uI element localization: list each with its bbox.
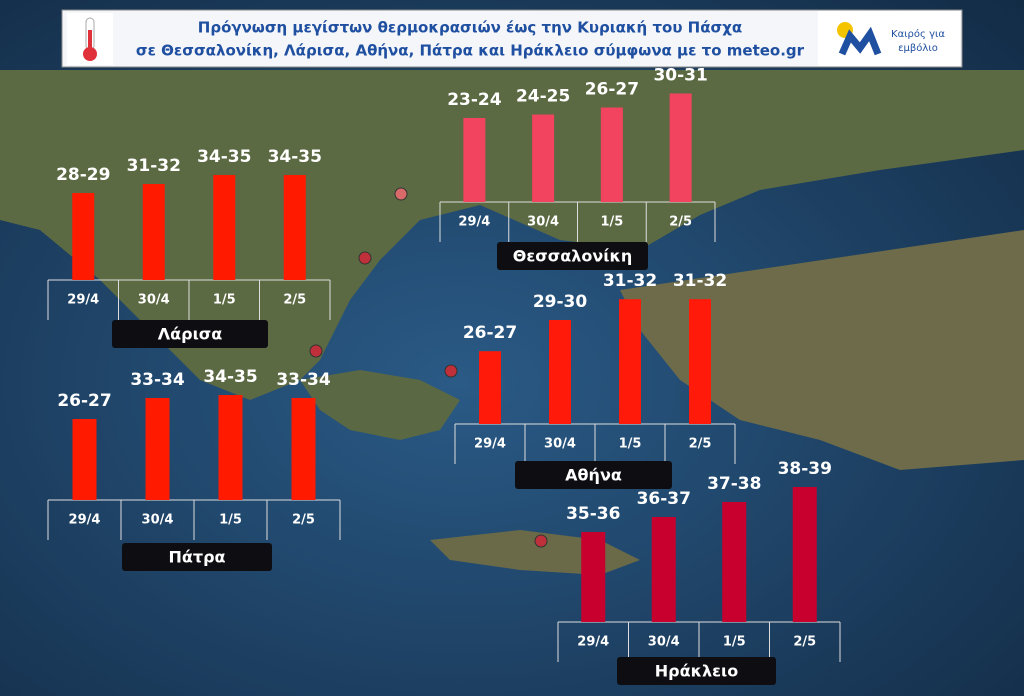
x-tick-label: 1/5: [219, 513, 242, 528]
logo-text: εμβόλιο: [898, 42, 938, 54]
bar: [213, 175, 236, 280]
x-tick-label: 30/4: [527, 215, 559, 230]
x-tick-label: 30/4: [138, 293, 170, 308]
bar: [669, 93, 692, 202]
value-label: 26-27: [57, 391, 111, 411]
bar: [72, 419, 97, 500]
x-tick-label: 30/4: [142, 513, 174, 528]
bar: [549, 320, 571, 424]
value-label: 30-31: [653, 66, 707, 86]
x-tick-label: 29/4: [69, 513, 101, 528]
value-label: 37-38: [707, 474, 761, 494]
city-label-box: [617, 657, 776, 685]
thermometer-bulb: [83, 47, 97, 61]
land-north: [0, 70, 1024, 400]
bar: [291, 398, 316, 500]
value-label: 33-34: [130, 370, 185, 390]
city-label-box: [112, 320, 268, 348]
bar: [581, 532, 606, 622]
x-tick-label: 1/5: [619, 437, 642, 452]
value-label: 29-30: [533, 292, 588, 312]
land-anatolia: [620, 230, 1024, 470]
value-label: 36-37: [637, 489, 691, 509]
x-tick-label: 2/5: [689, 437, 712, 452]
value-label: 23-24: [447, 90, 502, 110]
value-label: 38-39: [778, 459, 832, 479]
header-box: [61, 9, 963, 68]
city-label: Αθήνα: [565, 466, 622, 485]
bar: [72, 193, 95, 280]
header-title: σε Θεσσαλονίκη, Λάρισα, Αθήνα, Πάτρα και…: [136, 42, 805, 60]
city-label: Ηράκλειο: [655, 662, 738, 681]
header-title: Πρόγνωση μεγίστων θερμοκρασιών έως την Κ…: [198, 19, 742, 37]
logo-box: [818, 11, 960, 66]
city-dot: [444, 364, 458, 378]
x-tick-label: 2/5: [669, 215, 692, 230]
bar: [689, 299, 711, 424]
city-label-box: [122, 543, 272, 571]
city-dot: [394, 187, 408, 201]
city-label: Θεσσαλονίκη: [513, 247, 632, 266]
city-dot: [534, 534, 548, 548]
value-label: 34-35: [197, 147, 251, 167]
city-dots: [309, 187, 548, 548]
bar: [722, 502, 747, 622]
bar: [463, 118, 486, 202]
x-tick-label: 1/5: [723, 635, 746, 650]
land-peloponnese: [300, 370, 460, 440]
x-tick-label: 2/5: [283, 293, 306, 308]
value-label: 24-25: [516, 87, 570, 107]
x-tick-label: 1/5: [213, 293, 236, 308]
x-tick-label: 29/4: [458, 215, 490, 230]
logo-text: Καιρός για: [891, 28, 945, 40]
x-tick-label: 2/5: [793, 635, 816, 650]
x-tick-label: 2/5: [292, 513, 315, 528]
x-tick-label: 30/4: [544, 437, 576, 452]
value-label: 26-27: [585, 80, 639, 100]
value-label: 35-36: [566, 504, 620, 524]
bar: [792, 487, 817, 622]
value-label: 31-32: [603, 271, 657, 291]
city-dot: [309, 344, 323, 358]
bar: [283, 175, 306, 280]
bar: [651, 517, 676, 622]
x-tick-label: 30/4: [648, 635, 680, 650]
logo-mark: [838, 26, 882, 56]
value-label: 31-32: [673, 271, 727, 291]
bar: [145, 398, 170, 500]
bar: [619, 299, 641, 424]
value-label: 26-27: [463, 323, 517, 343]
bar: [142, 184, 165, 280]
city-dot: [358, 251, 372, 265]
x-tick-label: 29/4: [577, 635, 609, 650]
bar: [532, 114, 555, 202]
city-label-box: [497, 242, 648, 270]
bar: [218, 395, 243, 500]
value-label: 28-29: [56, 165, 110, 185]
x-tick-label: 1/5: [600, 215, 623, 230]
x-tick-label: 29/4: [474, 437, 506, 452]
bar: [600, 107, 623, 202]
value-label: 33-34: [276, 370, 331, 390]
city-label-box: [515, 461, 672, 489]
city-label: Πάτρα: [168, 548, 225, 567]
value-label: 34-35: [203, 367, 257, 387]
value-label: 34-35: [268, 147, 322, 167]
bar: [479, 351, 501, 424]
value-label: 31-32: [127, 156, 181, 176]
thermometer-fill: [88, 30, 92, 50]
city-label: Λάρισα: [158, 325, 223, 344]
x-tick-label: 29/4: [67, 293, 99, 308]
